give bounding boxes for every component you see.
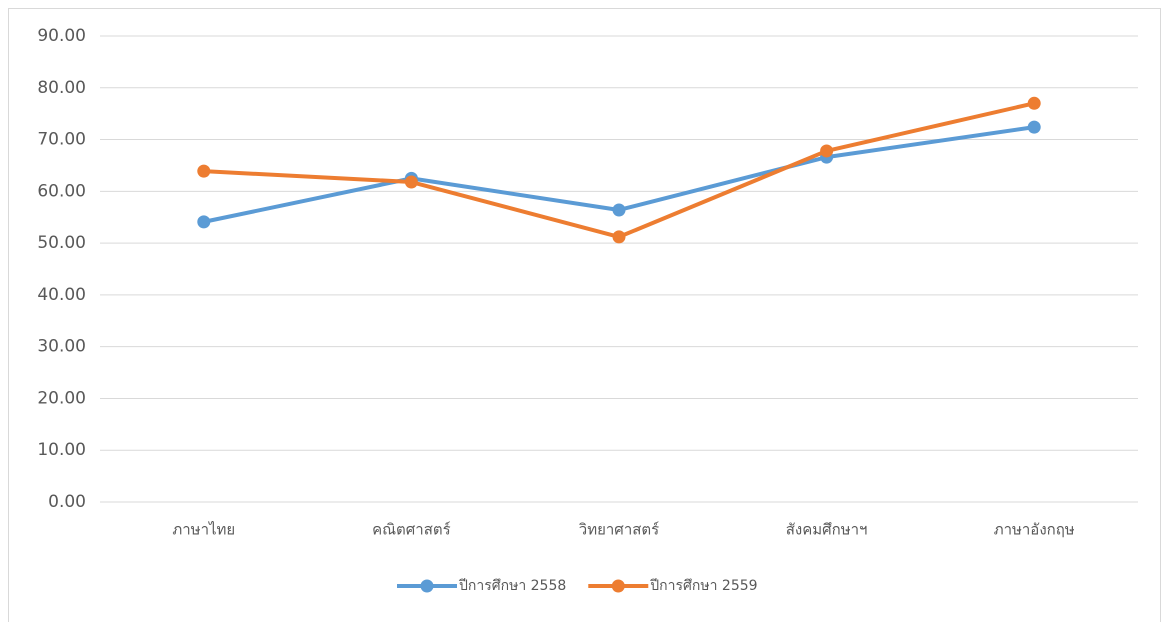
data-point <box>1027 120 1041 134</box>
legend-label: ปีการศึกษา 2559 <box>650 578 758 594</box>
data-point <box>1027 96 1041 110</box>
y-tick-label: 60.00 <box>37 181 86 201</box>
x-tick-label: วิทยาศาสตร์ <box>578 521 659 539</box>
y-tick-label: 0.00 <box>48 492 86 512</box>
legend-marker <box>420 579 434 593</box>
data-point <box>612 230 626 244</box>
x-tick-label: สังคมศึกษาฯ <box>786 521 868 539</box>
x-tick-label: คณิตศาสตร์ <box>372 521 451 539</box>
y-tick-label: 80.00 <box>37 78 86 98</box>
y-tick-label: 40.00 <box>37 285 86 305</box>
x-tick-label: ภาษาไทย <box>172 521 235 539</box>
legend-item: ปีการศึกษา 2559 <box>588 578 758 594</box>
data-point <box>820 144 834 158</box>
legend-item: ปีการศึกษา 2558 <box>397 578 566 594</box>
data-point <box>197 164 211 178</box>
data-point <box>404 175 418 189</box>
legend-marker <box>611 579 625 593</box>
y-tick-label: 10.00 <box>37 440 86 460</box>
y-tick-label: 30.00 <box>37 337 86 357</box>
chart-frame <box>8 8 1161 622</box>
y-tick-label: 70.00 <box>37 130 86 150</box>
y-tick-label: 90.00 <box>37 26 86 46</box>
legend-label: ปีการศึกษา 2558 <box>459 578 567 594</box>
y-tick-label: 20.00 <box>37 388 86 408</box>
y-tick-label: 50.00 <box>37 233 86 253</box>
data-point <box>612 203 626 217</box>
data-point <box>197 215 211 229</box>
x-tick-label: ภาษาอังกฤษ <box>994 521 1075 539</box>
